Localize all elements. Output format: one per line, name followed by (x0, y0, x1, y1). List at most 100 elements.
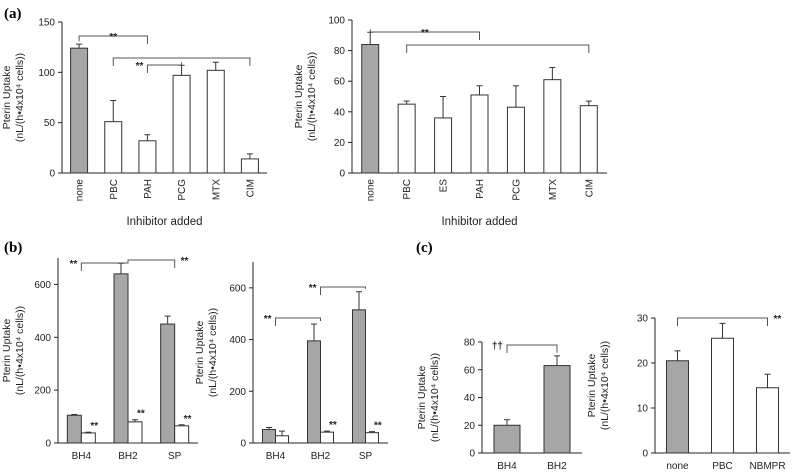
significance-label: ** (70, 259, 78, 270)
bar (206, 69, 225, 174)
y-tick-label: 200 (34, 386, 51, 397)
x-axis-label: Inhibitor added (441, 216, 517, 228)
y-tick-label: 60 (334, 77, 346, 88)
category-label: BH2 (311, 451, 331, 462)
significance-bracket (320, 286, 366, 295)
significance-bracket (146, 62, 183, 73)
significance-bracket (677, 317, 768, 326)
bar (275, 435, 289, 444)
y-tick-label: 0 (45, 439, 51, 450)
chart-1: 0 20 40 60 80 100 none PBC ES PAH PCG MTX CIM Pterin … (293, 16, 607, 228)
category-label: PCG (177, 179, 188, 201)
significance-bracket (80, 260, 129, 271)
significance-label: ** (184, 414, 192, 425)
significance-label: ** (309, 283, 317, 294)
panel-label-a: (a) (4, 6, 22, 22)
bar (307, 340, 321, 444)
bar (756, 387, 779, 454)
y-tick-label: 60 (464, 365, 476, 376)
chart-4: 0 20 40 60 80 BH4 BH2 Pterin Uptake (nL/(h•4x10⁴… (416, 338, 582, 472)
y-axis-label: (nL/(h•4x10⁴ cells)) (14, 53, 26, 142)
y-tick-label: 50 (44, 118, 56, 129)
significance-bracket (112, 57, 251, 66)
significance-label: ** (90, 421, 98, 432)
significance-bracket (78, 35, 148, 44)
y-axis-label: Pterin Uptake (1, 319, 13, 383)
bar (493, 424, 521, 454)
significance-bracket (406, 44, 590, 53)
y-tick-label: 20 (637, 359, 649, 370)
category-label: none (75, 179, 86, 202)
chart-3: 0 200 400 600 ** ** BH4 BH2 SP Pterin Uptake (nL/(… (194, 262, 388, 462)
y-tick-label: 30 (637, 314, 649, 325)
category-label: BH4 (72, 451, 92, 462)
y-axis-label: (nL/(h•4x10⁴ cells)) (14, 306, 26, 395)
y-tick-label: 20 (334, 138, 346, 149)
category-label: BH4 (266, 451, 286, 462)
category-label: SP (359, 451, 373, 462)
bar (365, 432, 379, 444)
y-tick-label: 600 (34, 280, 51, 291)
significance-label: ** (421, 28, 429, 39)
category-label: NBMPR (749, 461, 785, 472)
y-axis-label: (nL/(h•4x10⁴ cells)) (207, 308, 219, 397)
bar (666, 360, 689, 454)
bar (113, 273, 129, 444)
y-tick-label: 40 (334, 107, 346, 118)
bar (320, 431, 334, 444)
bar (543, 79, 562, 174)
y-tick-label: 0 (469, 449, 475, 460)
category-label: MTX (548, 179, 559, 200)
y-tick-label: 0 (339, 169, 345, 180)
bar (579, 105, 598, 174)
significance-label: ** (329, 420, 337, 431)
bar (80, 432, 96, 444)
category-label: MTX (211, 179, 222, 200)
category-label: PCG (511, 179, 522, 201)
bar (66, 414, 82, 444)
category-label: SP (168, 451, 182, 462)
bar (160, 323, 176, 444)
bar (70, 47, 89, 174)
y-tick-label: 100 (38, 68, 55, 79)
y-axis-label: (nL/(h•4x10⁴ cells)) (306, 52, 318, 141)
category-label: BH2 (118, 451, 138, 462)
bar (262, 429, 276, 444)
bar (361, 43, 380, 174)
significance-label: †† (492, 341, 503, 352)
significance-label: ** (136, 61, 144, 72)
category-label: PAH (475, 179, 486, 199)
bar (104, 121, 123, 174)
y-tick-label: 200 (229, 387, 246, 398)
category-label: none (666, 461, 689, 472)
significance-label: ** (109, 32, 117, 43)
panel-label-c: (c) (416, 240, 433, 256)
significance-bracket (506, 344, 558, 353)
significance-label: ** (137, 409, 145, 420)
bar (711, 337, 734, 454)
y-tick-label: 0 (49, 169, 55, 180)
significance-label: ** (774, 314, 782, 325)
category-label: none (366, 179, 377, 202)
y-axis-label: Pterin Uptake (194, 321, 206, 385)
category-label: CIM (245, 179, 256, 197)
y-axis-label: Pterin Uptake (416, 366, 428, 430)
y-axis-label: (nL/(h•4x10⁴ cells)) (599, 341, 611, 430)
significance-bracket (127, 259, 176, 268)
bar (434, 117, 453, 174)
x-axis-label: Inhibitor added (126, 216, 202, 228)
category-label: PBC (402, 179, 413, 200)
bar (397, 103, 416, 174)
category-label: PBC (109, 179, 120, 200)
y-tick-label: 80 (334, 46, 346, 57)
category-label: BH2 (547, 461, 567, 472)
y-tick-label: 400 (34, 333, 51, 344)
y-tick-label: 600 (229, 283, 246, 294)
bar (172, 74, 191, 174)
y-axis-label: Pterin Uptake (1, 66, 13, 130)
chart-0: 0 50 100 150 none PBC PAH PCG MTX CIM Pterin Uptak… (1, 18, 267, 228)
y-tick-label: 10 (637, 404, 649, 415)
y-axis-label: (nL/(h•4x10⁴ cells)) (429, 353, 441, 442)
